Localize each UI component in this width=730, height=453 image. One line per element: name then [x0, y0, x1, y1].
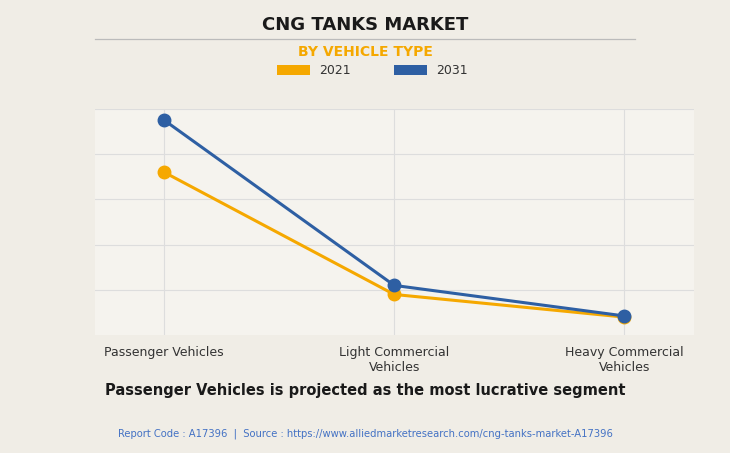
Text: Report Code : A17396  |  Source : https://www.alliedmarketresearch.com/cng-tanks: Report Code : A17396 | Source : https://…	[118, 428, 612, 439]
2031	[160, 117, 169, 123]
Text: BY VEHICLE TYPE: BY VEHICLE TYPE	[298, 45, 432, 59]
2021	[390, 292, 399, 297]
2021	[620, 314, 629, 320]
2031	[620, 313, 629, 319]
2031	[390, 283, 399, 288]
Text: 2021: 2021	[319, 64, 350, 77]
2021	[160, 169, 169, 175]
Line: 2031: 2031	[158, 114, 631, 322]
Text: 2031: 2031	[436, 64, 467, 77]
Text: CNG TANKS MARKET: CNG TANKS MARKET	[262, 16, 468, 34]
Text: Passenger Vehicles is projected as the most lucrative segment: Passenger Vehicles is projected as the m…	[104, 383, 626, 398]
Line: 2021: 2021	[158, 166, 631, 323]
